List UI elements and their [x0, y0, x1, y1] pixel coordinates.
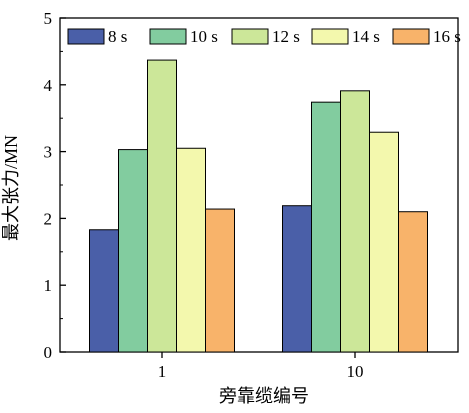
bar-12s-cat-10	[340, 90, 370, 353]
x-tick-label: 10	[347, 362, 364, 381]
legend-swatch-10s	[149, 28, 187, 45]
y-tick-label: 5	[44, 9, 53, 28]
y-tick-label: 1	[44, 276, 53, 295]
y-tick-label: 3	[44, 143, 53, 162]
bar-10s-cat-10	[311, 101, 341, 353]
y-tick-label: 2	[44, 209, 53, 228]
legend: 8 s 10 s 12 s 14 s 16 s	[67, 27, 461, 46]
y-tick-label: 0	[44, 343, 53, 362]
bar-16s-cat-1	[205, 208, 235, 353]
legend-swatch-12s	[231, 28, 269, 45]
legend-label-14s: 14 s	[352, 27, 380, 46]
bar-14s-cat-1	[176, 147, 206, 353]
bars-group	[89, 59, 428, 353]
bar-12s-cat-1	[147, 59, 177, 353]
y-tick-label: 4	[44, 76, 53, 95]
legend-label-12s: 12 s	[272, 27, 300, 46]
legend-label-8s: 8 s	[108, 27, 127, 46]
x-tick-label: 1	[158, 362, 167, 381]
bar-16s-cat-10	[398, 211, 428, 353]
x-axis-title: 旁靠缆编号	[219, 386, 309, 406]
legend-swatch-8s	[67, 28, 105, 45]
legend-label-10s: 10 s	[190, 27, 218, 46]
legend-swatch-14s	[311, 28, 349, 45]
bar-10s-cat-1	[118, 149, 148, 353]
y-axis-title: 最大张力/MN	[1, 135, 21, 241]
bar-8s-cat-10	[282, 205, 312, 353]
legend-swatch-16s	[392, 28, 430, 45]
bar-8s-cat-1	[89, 229, 119, 353]
axes-group: 0 1 2 3 4 5 1 10	[44, 9, 364, 381]
legend-label-16s: 16 s	[433, 27, 461, 46]
bar-14s-cat-10	[369, 131, 399, 353]
